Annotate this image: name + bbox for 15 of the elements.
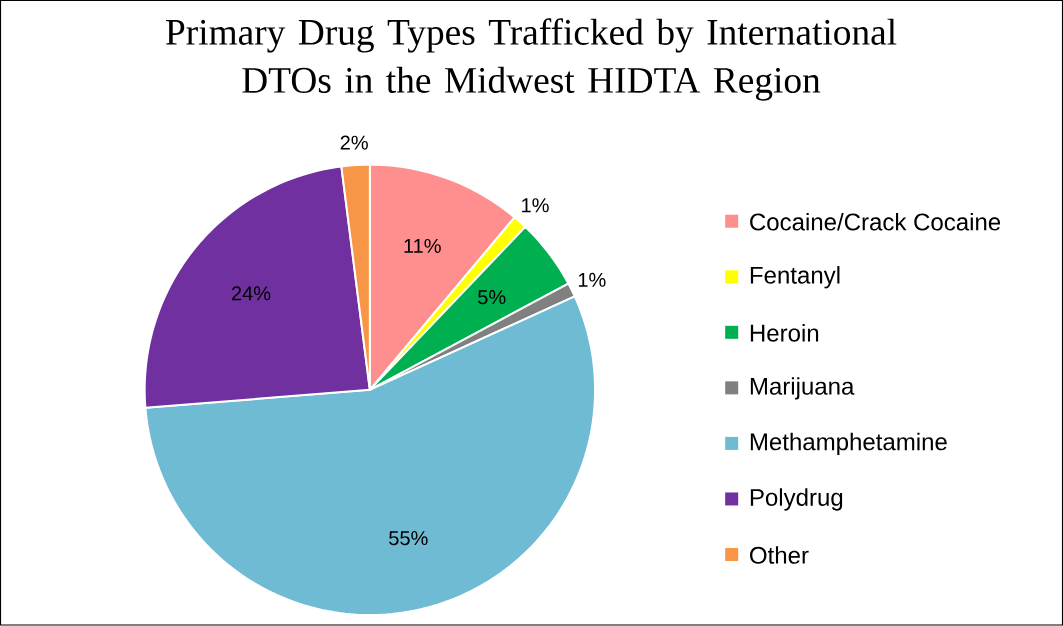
legend-label: Methamphetamine [750, 432, 947, 456]
data-label: 2% [340, 135, 368, 150]
legend-label: Other [750, 546, 809, 565]
legend-label: Heroin [750, 324, 819, 342]
legend-label: Marijuana [750, 377, 855, 400]
data-label: 55% [389, 531, 428, 546]
data-label: 5% [478, 290, 506, 305]
legend-label: Polydrug [750, 488, 843, 511]
data-label: 11% [404, 239, 441, 254]
legend-label: Fentanyl [750, 266, 840, 289]
data-label: 1% [578, 273, 606, 288]
legend-label: Cocaine/Crack Cocaine [750, 213, 1001, 231]
chart-title: Primary Drug Types Trafficked by International DTOs in the Midwest HIDTA Region [166, 18, 897, 101]
data-label: 1% [522, 198, 549, 213]
data-label: 24% [231, 286, 271, 301]
